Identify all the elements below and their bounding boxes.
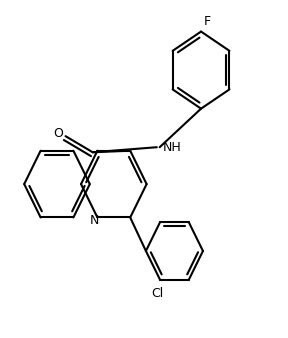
Text: NH: NH [162,141,181,154]
Text: N: N [90,214,99,227]
Text: Cl: Cl [151,287,164,300]
Text: F: F [204,15,211,28]
Text: O: O [54,127,63,140]
